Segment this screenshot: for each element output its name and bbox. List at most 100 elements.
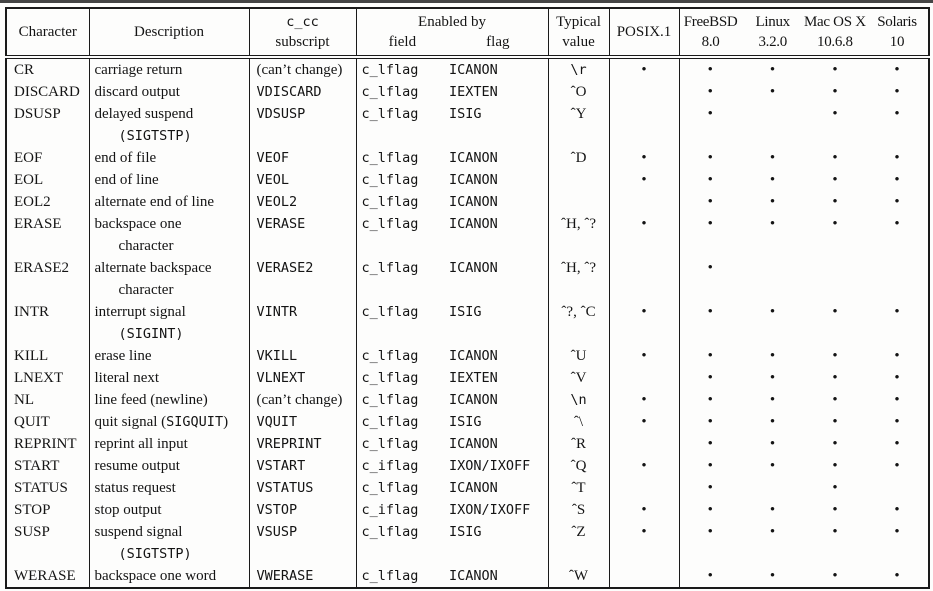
character-label: EOF: [14, 150, 43, 166]
flag-value: ICANON: [449, 348, 498, 364]
flag-value: ICANON: [449, 480, 498, 496]
ccc-subscript-value: VINTR: [256, 304, 298, 320]
support-dot: •: [769, 304, 776, 320]
ccc-subscript-value: VDISCARD: [256, 84, 322, 100]
field-value: c_lflag: [361, 216, 419, 232]
row-enabled-flag: IXON/IXOFF: [448, 455, 549, 477]
row-character: CR: [6, 57, 90, 81]
character-label: INTR: [14, 304, 49, 320]
row-character: QUIT: [6, 411, 90, 433]
ccc-subscript-value: VSUSP: [256, 524, 298, 540]
row-posix-support: [609, 103, 680, 147]
row-macosx-support: •: [804, 565, 866, 588]
support-dot: •: [707, 62, 713, 78]
row-enabled-flag: ICANON: [448, 169, 549, 191]
flag-value: ICANON: [449, 62, 498, 78]
flag-value: ISIG: [449, 414, 482, 430]
support-dot: •: [894, 436, 900, 452]
row-character: STOP: [6, 499, 90, 521]
support-dot: •: [641, 150, 647, 166]
row-solaris-support: •: [866, 433, 929, 455]
row-enabled-flag: ICANON: [448, 477, 549, 499]
row-solaris-support: •: [866, 301, 929, 345]
description-line: character: [95, 235, 249, 257]
row-enabled-flag: IEXTEN: [448, 81, 549, 103]
platform-name: Solaris: [877, 14, 917, 30]
col-header-flag-label: flag: [486, 34, 510, 50]
character-label: SUSP: [14, 524, 50, 540]
support-dot: •: [641, 458, 647, 474]
flag-value: IXON/IXOFF: [449, 502, 531, 518]
support-dot: •: [769, 458, 776, 474]
ccc-subscript-value: VQUIT: [256, 414, 298, 430]
flag-value: ICANON: [449, 436, 498, 452]
field-value: c_lflag: [361, 414, 419, 430]
support-dot: •: [832, 392, 838, 408]
field-value: c_lflag: [361, 436, 419, 452]
row-enabled-flag: ISIG: [448, 301, 549, 345]
support-dot: •: [769, 524, 776, 540]
row-character: DSUSP: [6, 103, 90, 147]
field-value: c_lflag: [361, 568, 419, 584]
row-typical-value: \n: [548, 389, 610, 411]
col-header-enabled-by: Enabled by field flag: [356, 8, 549, 57]
row-linux-support: [741, 477, 804, 499]
row-freebsd-support: •: [679, 81, 741, 103]
row-description: backspace one word: [89, 565, 250, 588]
character-label: STATUS: [14, 480, 68, 496]
row-description: status request: [89, 477, 250, 499]
ccc-subscript-value: VLNEXT: [256, 370, 306, 386]
character-label: CR: [14, 62, 35, 78]
table-row: CR carriage return (can’t change) c_lflag IC…: [6, 57, 929, 81]
col-header-platform-linux: Linux 3.2.0: [742, 12, 804, 52]
platform-name: Linux: [755, 14, 791, 30]
typical-value: \n: [570, 392, 587, 408]
row-freebsd-support: •: [679, 301, 741, 345]
row-ccc-subscript: VEOF: [249, 147, 357, 169]
row-description: suspend signal (SIGTSTP): [89, 521, 250, 565]
description-segment: character: [118, 238, 174, 254]
row-enabled-field: c_lflag: [356, 191, 448, 213]
col-header-platform-freebsd: FreeBSD 8.0: [680, 12, 742, 52]
support-dot: •: [832, 62, 838, 78]
row-linux-support: •: [741, 499, 804, 521]
description-segment: backspace one word: [94, 568, 217, 584]
support-dot: •: [707, 260, 713, 276]
row-typical-value: ˆH, ˆ?: [548, 213, 610, 257]
col-header-posix: POSIX.1: [609, 8, 680, 57]
row-ccc-subscript: VKILL: [249, 345, 357, 367]
table-row: DSUSP delayed suspend (SIGTSTP) VDSUSP c_lfl…: [6, 103, 929, 147]
support-dot: •: [769, 84, 776, 100]
row-macosx-support: •: [804, 191, 866, 213]
col-header-platform-macosx: Mac OS X 10.6.8: [804, 12, 866, 52]
row-linux-support: •: [741, 433, 804, 455]
support-dot: •: [832, 458, 838, 474]
description-line: resume output: [95, 455, 249, 477]
support-dot: •: [707, 348, 713, 364]
row-linux-support: •: [741, 169, 804, 191]
row-character: EOL2: [6, 191, 90, 213]
support-dot: •: [832, 414, 838, 430]
support-dot: •: [894, 414, 900, 430]
flag-value: ICANON: [449, 568, 498, 584]
platform-version: 3.2.0: [758, 34, 787, 50]
row-character: WERASE: [6, 565, 90, 588]
description-line: alternate end of line: [95, 191, 249, 213]
row-typical-value: ˆR: [548, 433, 610, 455]
field-value: c_iflag: [361, 502, 419, 518]
support-dot: •: [894, 216, 900, 232]
row-posix-support: •: [609, 301, 680, 345]
row-enabled-flag: ICANON: [448, 389, 549, 411]
typical-value: ˆY: [570, 106, 587, 122]
row-typical-value: ˆH, ˆ?: [548, 257, 610, 301]
row-macosx-support: •: [804, 499, 866, 521]
row-enabled-field: c_lflag: [356, 169, 448, 191]
row-linux-support: •: [741, 521, 804, 565]
platform-version: 8.0: [701, 34, 720, 50]
row-character: REPRINT: [6, 433, 90, 455]
typical-value: ˆT: [571, 480, 586, 496]
row-macosx-support: •: [804, 301, 866, 345]
row-macosx-support: •: [804, 57, 866, 81]
row-ccc-subscript: VEOL: [249, 169, 357, 191]
typical-value: ˆU: [570, 348, 587, 364]
